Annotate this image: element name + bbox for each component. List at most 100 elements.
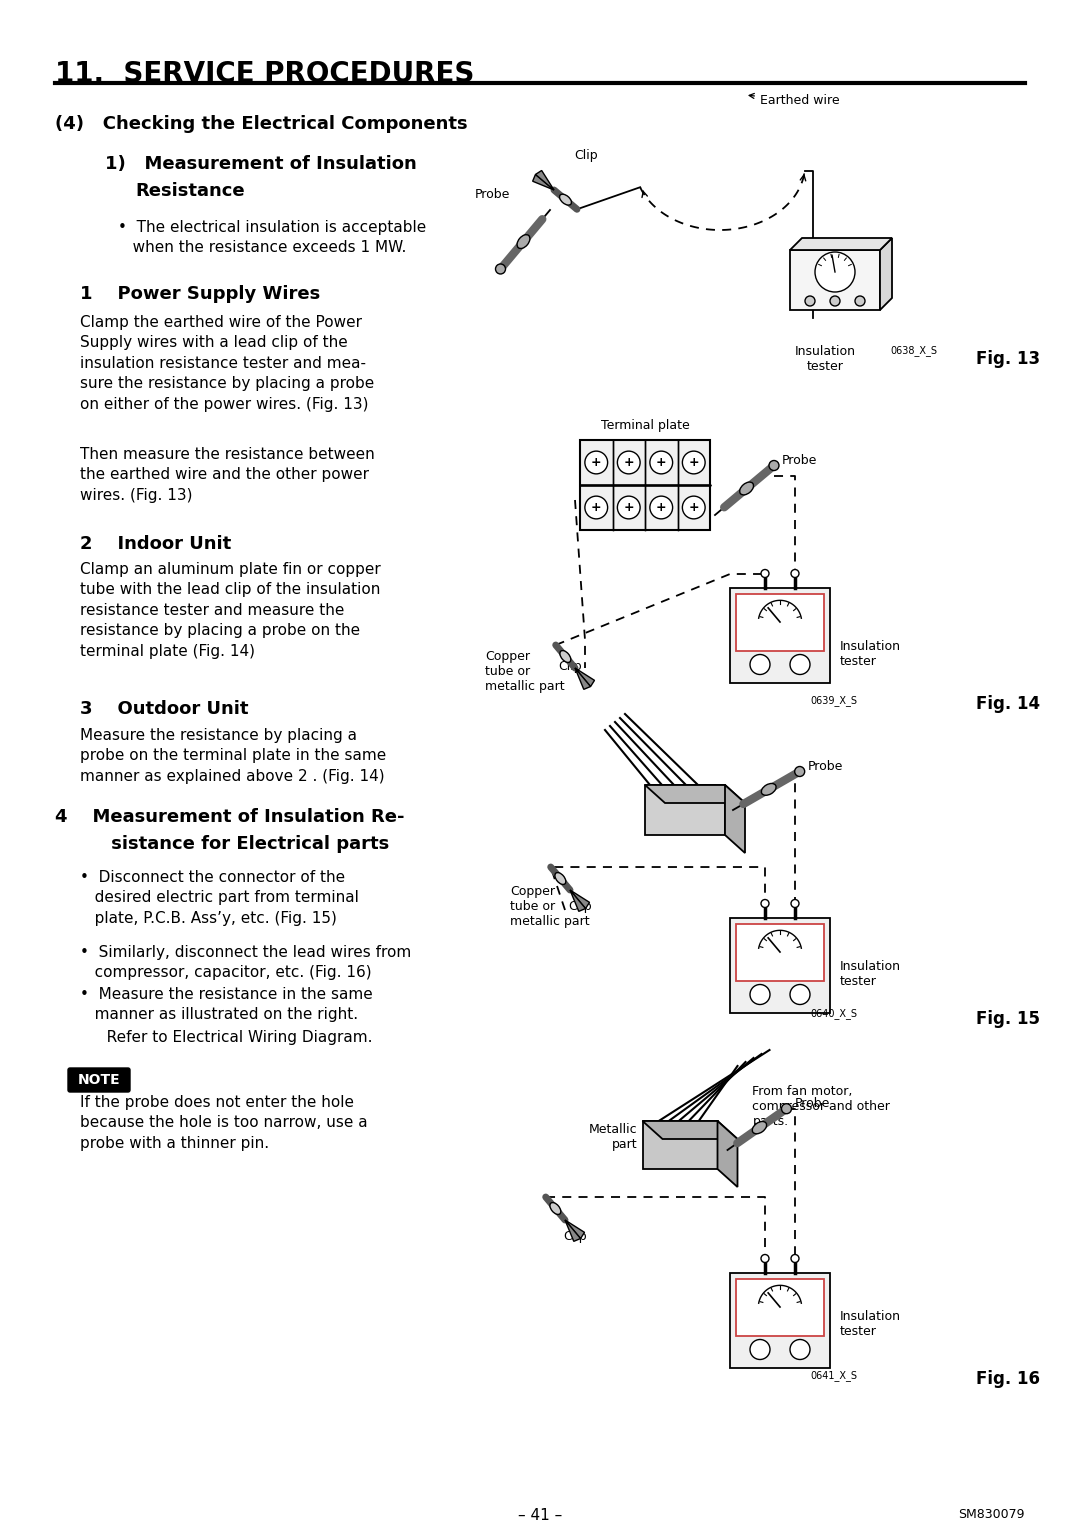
Text: 4    Measurement of Insulation Re-: 4 Measurement of Insulation Re- <box>55 808 405 827</box>
Text: Metallic
part: Metallic part <box>589 1122 637 1151</box>
FancyBboxPatch shape <box>789 250 880 310</box>
Text: +: + <box>591 502 602 514</box>
Polygon shape <box>532 174 554 191</box>
Text: Clip: Clip <box>563 1231 586 1243</box>
Text: Clip: Clip <box>573 149 597 162</box>
Text: Insulation
tester: Insulation tester <box>840 961 901 988</box>
Circle shape <box>831 296 840 307</box>
Text: Clamp the earthed wire of the Power
Supply wires with a lead clip of the
insulat: Clamp the earthed wire of the Power Supp… <box>80 316 375 412</box>
Circle shape <box>795 767 805 776</box>
Ellipse shape <box>559 651 571 662</box>
Polygon shape <box>725 785 745 852</box>
Circle shape <box>761 569 769 578</box>
Ellipse shape <box>517 235 530 249</box>
Polygon shape <box>645 785 745 804</box>
Circle shape <box>585 496 608 518</box>
Ellipse shape <box>550 1203 561 1214</box>
Text: Measure the resistance by placing a
probe on the terminal plate in the same
mann: Measure the resistance by placing a prob… <box>80 727 387 784</box>
Text: Fig. 14: Fig. 14 <box>976 695 1040 714</box>
Text: •  Disconnect the connector of the
   desired electric part from terminal
   pla: • Disconnect the connector of the desire… <box>80 869 359 926</box>
Circle shape <box>761 1255 769 1263</box>
Text: Clip: Clip <box>558 660 582 673</box>
Circle shape <box>683 451 705 474</box>
Circle shape <box>496 264 505 274</box>
Circle shape <box>750 654 770 674</box>
Text: Terminal plate: Terminal plate <box>600 419 689 432</box>
Polygon shape <box>565 1220 584 1238</box>
Text: Fig. 13: Fig. 13 <box>976 351 1040 368</box>
Text: 0641_X_S: 0641_X_S <box>810 1369 858 1382</box>
Text: Fig. 15: Fig. 15 <box>976 1010 1040 1028</box>
Text: •  Similarly, disconnect the lead wires from
   compressor, capacitor, etc. (Fig: • Similarly, disconnect the lead wires f… <box>80 946 411 981</box>
Text: Clip: Clip <box>568 900 592 913</box>
Text: Fig. 16: Fig. 16 <box>976 1369 1040 1388</box>
Circle shape <box>805 296 815 307</box>
Circle shape <box>782 1104 792 1113</box>
Text: Probe: Probe <box>782 454 818 467</box>
FancyBboxPatch shape <box>735 1278 824 1336</box>
Circle shape <box>791 569 799 578</box>
Text: +: + <box>688 456 699 470</box>
Circle shape <box>855 296 865 307</box>
Text: 11.  SERVICE PROCEDURES: 11. SERVICE PROCEDURES <box>55 59 474 88</box>
FancyBboxPatch shape <box>730 1272 831 1368</box>
Ellipse shape <box>740 482 754 496</box>
Ellipse shape <box>555 872 566 884</box>
Circle shape <box>815 252 855 291</box>
Text: Refer to Electrical Wiring Diagram.: Refer to Electrical Wiring Diagram. <box>92 1029 373 1045</box>
Circle shape <box>618 451 640 474</box>
Polygon shape <box>880 238 892 310</box>
Text: 2    Indoor Unit: 2 Indoor Unit <box>80 535 231 554</box>
Text: 3    Outdoor Unit: 3 Outdoor Unit <box>80 700 248 718</box>
FancyBboxPatch shape <box>735 593 824 651</box>
Circle shape <box>789 654 810 674</box>
Text: +: + <box>591 456 602 470</box>
FancyBboxPatch shape <box>730 918 831 1013</box>
Text: Copper
tube or
metallic part: Copper tube or metallic part <box>485 650 565 692</box>
Text: From fan motor,
compressor and other
parts.: From fan motor, compressor and other par… <box>753 1084 890 1128</box>
Text: +: + <box>623 456 634 470</box>
Text: +: + <box>623 502 634 514</box>
Polygon shape <box>565 1220 581 1241</box>
Circle shape <box>618 496 640 518</box>
Text: sistance for Electrical parts: sistance for Electrical parts <box>80 836 389 852</box>
Polygon shape <box>570 891 585 912</box>
Text: Copper
tube or
metallic part: Copper tube or metallic part <box>510 884 590 929</box>
Text: If the probe does not enter the hole
because the hole is too narrow, use a
probe: If the probe does not enter the hole bec… <box>80 1095 367 1151</box>
Polygon shape <box>570 891 590 909</box>
Text: +: + <box>656 502 666 514</box>
FancyBboxPatch shape <box>730 587 831 683</box>
Circle shape <box>761 900 769 907</box>
Ellipse shape <box>559 194 571 204</box>
Polygon shape <box>643 1121 738 1139</box>
Polygon shape <box>575 668 594 686</box>
Circle shape <box>585 451 608 474</box>
Circle shape <box>789 985 810 1005</box>
Text: NOTE: NOTE <box>78 1074 120 1087</box>
Circle shape <box>750 1339 770 1359</box>
Text: Insulation
tester: Insulation tester <box>795 345 855 374</box>
Text: Clamp an aluminum plate fin or copper
tube with the lead clip of the insulation
: Clamp an aluminum plate fin or copper tu… <box>80 563 381 659</box>
Text: 1)   Measurement of Insulation: 1) Measurement of Insulation <box>105 156 417 172</box>
Text: Insulation
tester: Insulation tester <box>840 1310 901 1337</box>
Text: Probe: Probe <box>474 189 510 201</box>
Text: 1    Power Supply Wires: 1 Power Supply Wires <box>80 285 321 303</box>
Text: (4)   Checking the Electrical Components: (4) Checking the Electrical Components <box>55 114 468 133</box>
Circle shape <box>683 496 705 518</box>
Ellipse shape <box>753 1121 767 1133</box>
Text: +: + <box>656 456 666 470</box>
Polygon shape <box>789 238 892 250</box>
Text: SM830079: SM830079 <box>959 1508 1025 1520</box>
Circle shape <box>789 1339 810 1359</box>
Polygon shape <box>643 1121 717 1170</box>
Text: Resistance: Resistance <box>135 181 245 200</box>
Text: •  The electrical insulation is acceptable
   when the resistance exceeds 1 MW.: • The electrical insulation is acceptabl… <box>118 220 427 255</box>
Circle shape <box>791 1255 799 1263</box>
FancyBboxPatch shape <box>735 924 824 981</box>
Text: Insulation
tester: Insulation tester <box>840 640 901 668</box>
Polygon shape <box>645 785 725 836</box>
Circle shape <box>650 451 673 474</box>
Text: 0638_X_S: 0638_X_S <box>890 345 937 355</box>
Text: 0640_X_S: 0640_X_S <box>810 1008 858 1019</box>
Polygon shape <box>536 171 554 191</box>
